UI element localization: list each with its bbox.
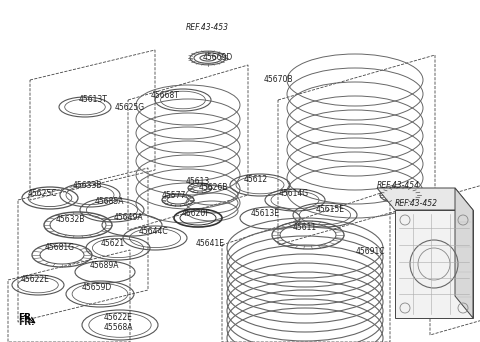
Text: 45613T: 45613T xyxy=(79,95,108,105)
Text: 45615E: 45615E xyxy=(315,206,345,214)
Text: 45625G: 45625G xyxy=(115,104,145,113)
Polygon shape xyxy=(455,188,473,318)
Text: 45632B: 45632B xyxy=(55,215,84,224)
Text: 45625C: 45625C xyxy=(27,189,57,198)
Text: 45611: 45611 xyxy=(293,224,317,233)
Text: 45621: 45621 xyxy=(101,239,125,249)
Text: 45691C: 45691C xyxy=(355,248,385,256)
Text: 45670B: 45670B xyxy=(263,76,293,84)
Text: 45622E: 45622E xyxy=(104,314,132,323)
Text: REF.43-454: REF.43-454 xyxy=(376,182,420,190)
Text: FR.: FR. xyxy=(18,314,35,323)
Text: 45649A: 45649A xyxy=(113,213,143,223)
Polygon shape xyxy=(395,210,473,318)
Text: 45689A: 45689A xyxy=(89,262,119,271)
Text: 45613: 45613 xyxy=(186,177,210,186)
Text: 45577: 45577 xyxy=(162,192,186,200)
Text: 45568A: 45568A xyxy=(103,324,133,332)
Text: 45633B: 45633B xyxy=(72,182,102,190)
Text: 45612: 45612 xyxy=(244,175,268,184)
Text: REF.43-452: REF.43-452 xyxy=(395,199,437,209)
Text: 45626B: 45626B xyxy=(198,184,228,193)
Text: 45613E: 45613E xyxy=(251,210,279,219)
Text: 45620F: 45620F xyxy=(182,209,210,218)
Text: FR.: FR. xyxy=(18,318,35,327)
Text: 45668T: 45668T xyxy=(151,91,180,100)
Text: 45681G: 45681G xyxy=(45,244,75,252)
Text: 45622E: 45622E xyxy=(21,276,49,285)
Text: 45659D: 45659D xyxy=(82,284,112,292)
Text: 45685A: 45685A xyxy=(94,197,124,207)
Polygon shape xyxy=(377,188,473,210)
Text: 45614G: 45614G xyxy=(279,189,309,198)
Text: REF.43-453: REF.43-453 xyxy=(185,24,228,32)
Text: 45669D: 45669D xyxy=(203,53,233,63)
Text: 45641E: 45641E xyxy=(195,239,225,249)
Text: 45644C: 45644C xyxy=(138,227,168,237)
